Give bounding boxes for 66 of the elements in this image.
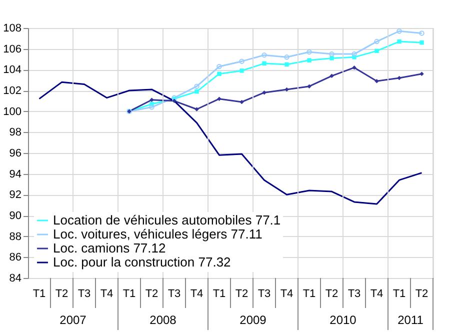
x-tick-label: T1 — [302, 288, 316, 300]
legend-label: Loc. pour la construction 77.32 — [53, 254, 231, 270]
text: 2011 — [398, 313, 424, 327]
point — [352, 51, 357, 57]
point — [194, 89, 199, 94]
point — [194, 84, 200, 89]
point — [217, 96, 222, 101]
y-tick-label: 90 — [9, 210, 22, 222]
line-series — [38, 81, 422, 205]
text: 2008 — [150, 313, 177, 327]
y-tick-label: 102 — [3, 85, 22, 97]
x-tick-label: T2 — [325, 288, 338, 300]
x-tick-label: T3 — [348, 288, 361, 300]
y-tick-label: 104 — [3, 64, 22, 76]
point — [397, 39, 402, 44]
x-tick-label: T4 — [370, 288, 384, 300]
point — [329, 51, 334, 57]
x-tick-label: T2 — [415, 288, 428, 300]
x-tick-label: T1 — [212, 288, 226, 300]
point — [217, 72, 222, 76]
y-tick-label: 106 — [3, 43, 22, 56]
point — [307, 58, 312, 62]
point — [284, 54, 290, 60]
text: 2010 — [330, 313, 357, 327]
point — [374, 38, 380, 44]
x-tick-label: T3 — [258, 288, 271, 300]
y-tick-label: 96 — [9, 148, 22, 160]
y-tick-label: 94 — [9, 168, 22, 180]
point — [149, 104, 154, 110]
x-tick-label: T2 — [235, 288, 248, 300]
x-tick-label: T3 — [168, 288, 181, 300]
legend-label: Location de véhicules automobiles 77.1 — [53, 212, 281, 228]
text: 2007 — [60, 313, 87, 327]
point — [239, 58, 244, 64]
legend-label: Loc. camions 77.12 — [53, 240, 166, 256]
x-tick-label: T1 — [122, 288, 136, 300]
y-tick-label: 88 — [9, 230, 22, 243]
x-tick-label: T4 — [100, 288, 114, 300]
y-tick-label: 84 — [9, 272, 22, 284]
point — [307, 84, 312, 88]
point — [240, 68, 244, 73]
y-tick-label: 108 — [3, 22, 22, 34]
point — [330, 56, 334, 60]
x-tick-label: T1 — [32, 288, 46, 300]
point — [420, 40, 424, 45]
point — [216, 64, 222, 70]
x-tick-label: T2 — [145, 288, 158, 300]
y-tick-label: 100 — [3, 106, 22, 118]
point — [306, 49, 312, 55]
text: 2009 — [240, 313, 267, 327]
point — [396, 28, 402, 34]
y-tick-label: 86 — [9, 252, 22, 264]
point — [262, 52, 267, 58]
x-tick-label: T4 — [190, 288, 204, 300]
x-tick-label: T2 — [55, 288, 68, 300]
point — [420, 72, 424, 76]
legend-label: Loc. voitures, véhicules légers 77.11 — [53, 226, 262, 242]
y-tick-label: 92 — [9, 189, 22, 202]
x-tick-label: T1 — [392, 288, 406, 300]
y-tick-label: 98 — [9, 126, 22, 139]
point — [262, 61, 266, 66]
x-tick-label: T4 — [280, 288, 294, 300]
point — [194, 107, 199, 112]
point — [374, 48, 379, 54]
x-tick-label: T3 — [78, 288, 91, 300]
point — [284, 62, 289, 67]
